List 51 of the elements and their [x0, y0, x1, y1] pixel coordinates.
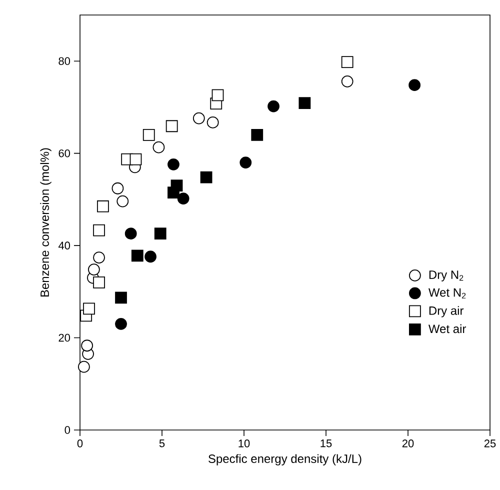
x-axis-title: Specfic energy density (kJ/L) — [208, 454, 362, 466]
point — [93, 224, 105, 236]
point — [240, 156, 252, 169]
x-tick-label: 0 — [77, 440, 83, 448]
point — [131, 250, 144, 262]
point — [192, 112, 205, 124]
y-tick-label: 40 — [58, 242, 70, 250]
legend-label: Wet air — [428, 324, 466, 334]
point — [115, 292, 127, 304]
point — [112, 182, 124, 194]
point — [268, 100, 280, 112]
point — [154, 228, 166, 240]
point — [93, 252, 105, 264]
point — [166, 120, 178, 132]
y-tick-label: 20 — [58, 334, 70, 342]
point — [115, 318, 127, 330]
point — [177, 192, 190, 204]
point — [130, 153, 142, 166]
point — [298, 97, 311, 110]
point — [206, 116, 219, 128]
point — [78, 360, 90, 373]
x-tick-label: 10 — [238, 440, 250, 448]
point — [408, 79, 421, 92]
point — [200, 171, 212, 184]
point — [144, 250, 156, 263]
x-tick-label: 15 — [320, 440, 332, 448]
y-tick-label: 0 — [64, 426, 70, 434]
point — [341, 56, 354, 68]
point — [152, 141, 165, 154]
point — [341, 75, 354, 88]
point — [142, 128, 155, 141]
y-tick-label: 80 — [58, 57, 70, 66]
legend-label: Dry air — [429, 306, 464, 318]
legend-label: Dry N$_{2}$ — [429, 270, 464, 282]
y-axis-title: Benzene conversion (mol%) — [40, 148, 52, 297]
x-tick-label: 5 — [159, 440, 165, 448]
point — [170, 180, 183, 192]
legend-label: Wet N$_{2}$ — [428, 288, 466, 298]
x-tick-label: 20 — [402, 440, 414, 448]
point — [93, 276, 105, 288]
point — [168, 158, 180, 170]
point — [212, 89, 224, 102]
point — [116, 195, 129, 208]
point — [88, 264, 100, 276]
x-tick-label: 25 — [484, 440, 496, 448]
point — [83, 302, 95, 315]
point — [97, 200, 109, 212]
point — [81, 340, 94, 352]
y-tick-label: 60 — [58, 149, 70, 158]
point — [124, 228, 137, 240]
point — [251, 128, 264, 141]
